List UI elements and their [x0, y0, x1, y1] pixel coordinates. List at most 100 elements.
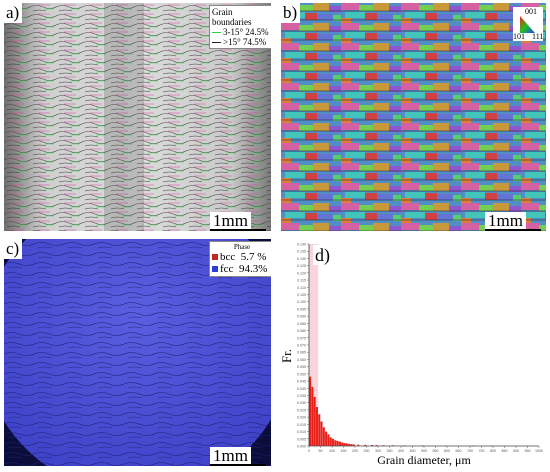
plot-area [309, 244, 539, 446]
histogram-bar [357, 444, 360, 446]
y-tick-label: 0.095 [297, 307, 306, 311]
x-tick-label: 600 [444, 449, 450, 453]
scale-bar [210, 464, 266, 466]
panel-b-label: b) [281, 3, 301, 23]
scale-bar [210, 229, 266, 231]
x-tick-label: 250 [364, 449, 370, 453]
ipf-triangle-icon [520, 16, 535, 33]
x-tick-label: 100 [329, 449, 335, 453]
green-line-swatch [212, 31, 221, 33]
histogram-bar [336, 440, 339, 446]
y-tick-label: 0.055 [297, 365, 306, 369]
bcc-color-swatch [212, 254, 218, 260]
histogram-bar [334, 440, 337, 446]
histogram-bars [309, 376, 493, 447]
y-tick-label: 0.115 [297, 279, 306, 283]
y-tick-label: 0.070 [297, 344, 306, 348]
y-tick-label: 0.000 [297, 445, 306, 449]
histogram-bar [320, 421, 323, 446]
histogram-bar [348, 443, 351, 446]
x-tick-label: 400 [398, 449, 404, 453]
histogram-bar [338, 441, 341, 446]
histogram-bar [375, 445, 378, 446]
y-tick-label: 0.020 [297, 416, 306, 420]
histogram-svg: 0.000 0.005 0.010 0.015 0.020 0.025 0.030 0.035… [279, 243, 543, 468]
y-tick-label: 0.045 [297, 380, 306, 384]
histogram-bar [343, 443, 346, 446]
grain-boundaries-legend: Grain boundaries 3-15° 24.5% >15° 74.5% [209, 5, 271, 49]
legend-row-high-angle: >15° 74.5% [212, 37, 271, 47]
ipf-color-key: 001 101 111 [513, 7, 543, 41]
legend-row-low-angle: 3-15° 24.5% [212, 27, 271, 37]
histogram-bar [325, 431, 328, 446]
histogram-bar [345, 443, 348, 446]
scale-label: 1mm [210, 212, 251, 230]
panel-c-label: c) [4, 239, 23, 259]
phase-legend: Phase bcc 5.7 % fcc 94.3% [209, 241, 271, 277]
orientation-map-image [281, 3, 546, 231]
x-tick-label: 700 [467, 449, 473, 453]
legend-range: >15° [223, 37, 241, 47]
y-tick-label: 0.015 [297, 423, 306, 427]
panel-c-phase-map: c) Phase bcc 5.7 % fcc 94.3% 1mm [4, 239, 271, 466]
x-tick-label: 50 [319, 449, 323, 453]
histogram-bar [327, 434, 330, 446]
ipf-label-right: 111 [532, 32, 544, 41]
y-tick-label: 0.065 [297, 351, 306, 355]
panel-d-label: d) [313, 245, 333, 265]
histogram-bar [350, 444, 353, 446]
legend-value: 24.5% [245, 27, 269, 37]
x-axis-label: Grain diameter, μm [377, 453, 471, 467]
legend-row-fcc: fcc 94.3% [212, 263, 271, 275]
phase-name: bcc [220, 251, 236, 263]
x-tick-label: 850 [502, 449, 508, 453]
legend-row-bcc: bcc 5.7 % [212, 251, 271, 263]
phase-value: 94.3% [238, 263, 268, 275]
panel-a-label: a) [4, 3, 23, 23]
y-tick-label: 0.090 [297, 315, 306, 319]
histogram-bar [371, 444, 374, 446]
y-tick-label: 0.035 [297, 394, 306, 398]
y-tick-label: 0.130 [297, 257, 306, 261]
x-tick-label: 350 [387, 449, 393, 453]
ipf-label-top: 001 [525, 7, 537, 16]
x-tick-label: 900 [513, 449, 519, 453]
x-tick-label: 0 [308, 449, 310, 453]
y-tick-label: 0.135 [297, 250, 306, 254]
y-axis-label: Fr. [279, 349, 294, 363]
legend-range: 3-15° [223, 27, 244, 37]
black-line-swatch [212, 41, 221, 43]
x-tick-label: 800 [490, 449, 496, 453]
histogram-bar [313, 396, 316, 446]
panel-a-grain-boundary-map: a) Grain boundaries 3-15° 24.5% >15° 74.… [4, 3, 271, 231]
y-tick-label: 0.085 [297, 322, 306, 326]
histogram-bar [318, 414, 321, 446]
fcc-color-swatch [212, 266, 218, 272]
legend-title: Phase [233, 243, 251, 251]
legend-title: Grain boundaries [212, 7, 252, 27]
y-tick-label: 0.140 [297, 243, 306, 247]
x-tick-label: 300 [375, 449, 381, 453]
y-tick-label: 0.110 [297, 286, 306, 290]
x-tick-label: 150 [341, 449, 347, 453]
y-tick-label: 0.040 [297, 387, 306, 391]
highlight-band [309, 244, 319, 446]
histogram-bar [309, 376, 312, 446]
x-tick-label: 650 [456, 449, 462, 453]
y-tick-label: 0.100 [297, 300, 306, 304]
y-tick-label: 0.125 [297, 264, 306, 268]
x-axis-ticks: 0 50 100 150 200 250 300 350 400 450 500 550 600 650 7… [308, 446, 543, 453]
y-tick-label: 0.075 [297, 336, 306, 340]
y-tick-label: 0.010 [297, 430, 306, 434]
x-tick-label: 450 [410, 449, 416, 453]
histogram-bar [315, 407, 318, 446]
panel-d-grain-size-histogram: 0.000 0.005 0.010 0.015 0.020 0.025 0.030 0.035… [277, 236, 547, 472]
histogram-bar [341, 442, 344, 446]
ipf-label-left: 101 [513, 32, 525, 41]
y-tick-label: 0.080 [297, 329, 306, 333]
panel-b-orientation-map: b) 001 101 111 1mm [281, 3, 546, 231]
y-tick-label: 0.120 [297, 271, 306, 275]
x-tick-label: 500 [421, 449, 427, 453]
histogram-bar [322, 427, 325, 446]
y-tick-label: 0.050 [297, 372, 306, 376]
